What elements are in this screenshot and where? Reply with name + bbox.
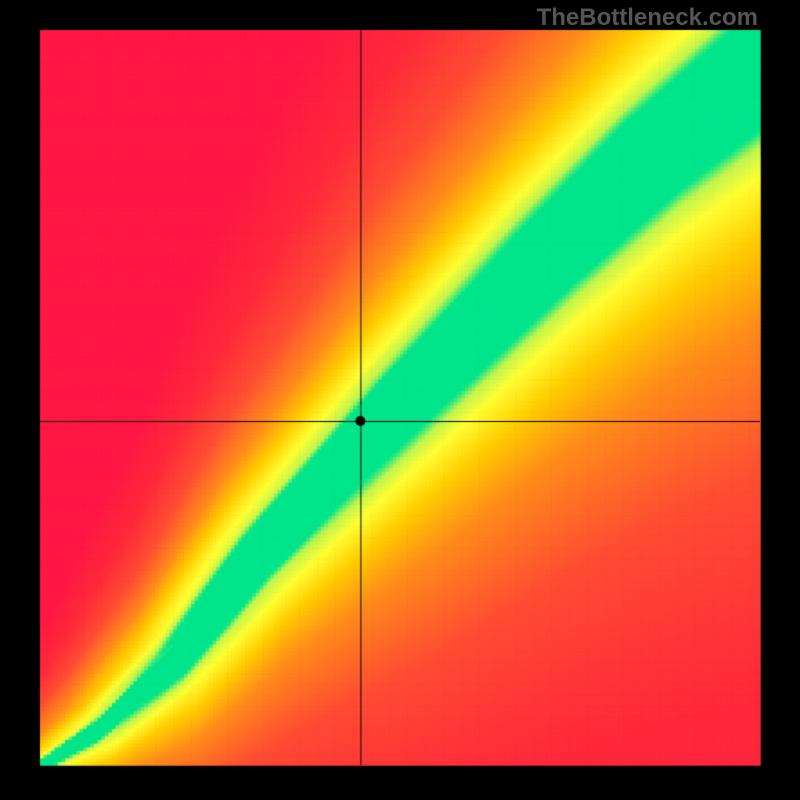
bottleneck-heatmap	[0, 0, 800, 800]
watermark-text: TheBottleneck.com	[537, 4, 758, 32]
chart-container: TheBottleneck.com	[0, 0, 800, 800]
